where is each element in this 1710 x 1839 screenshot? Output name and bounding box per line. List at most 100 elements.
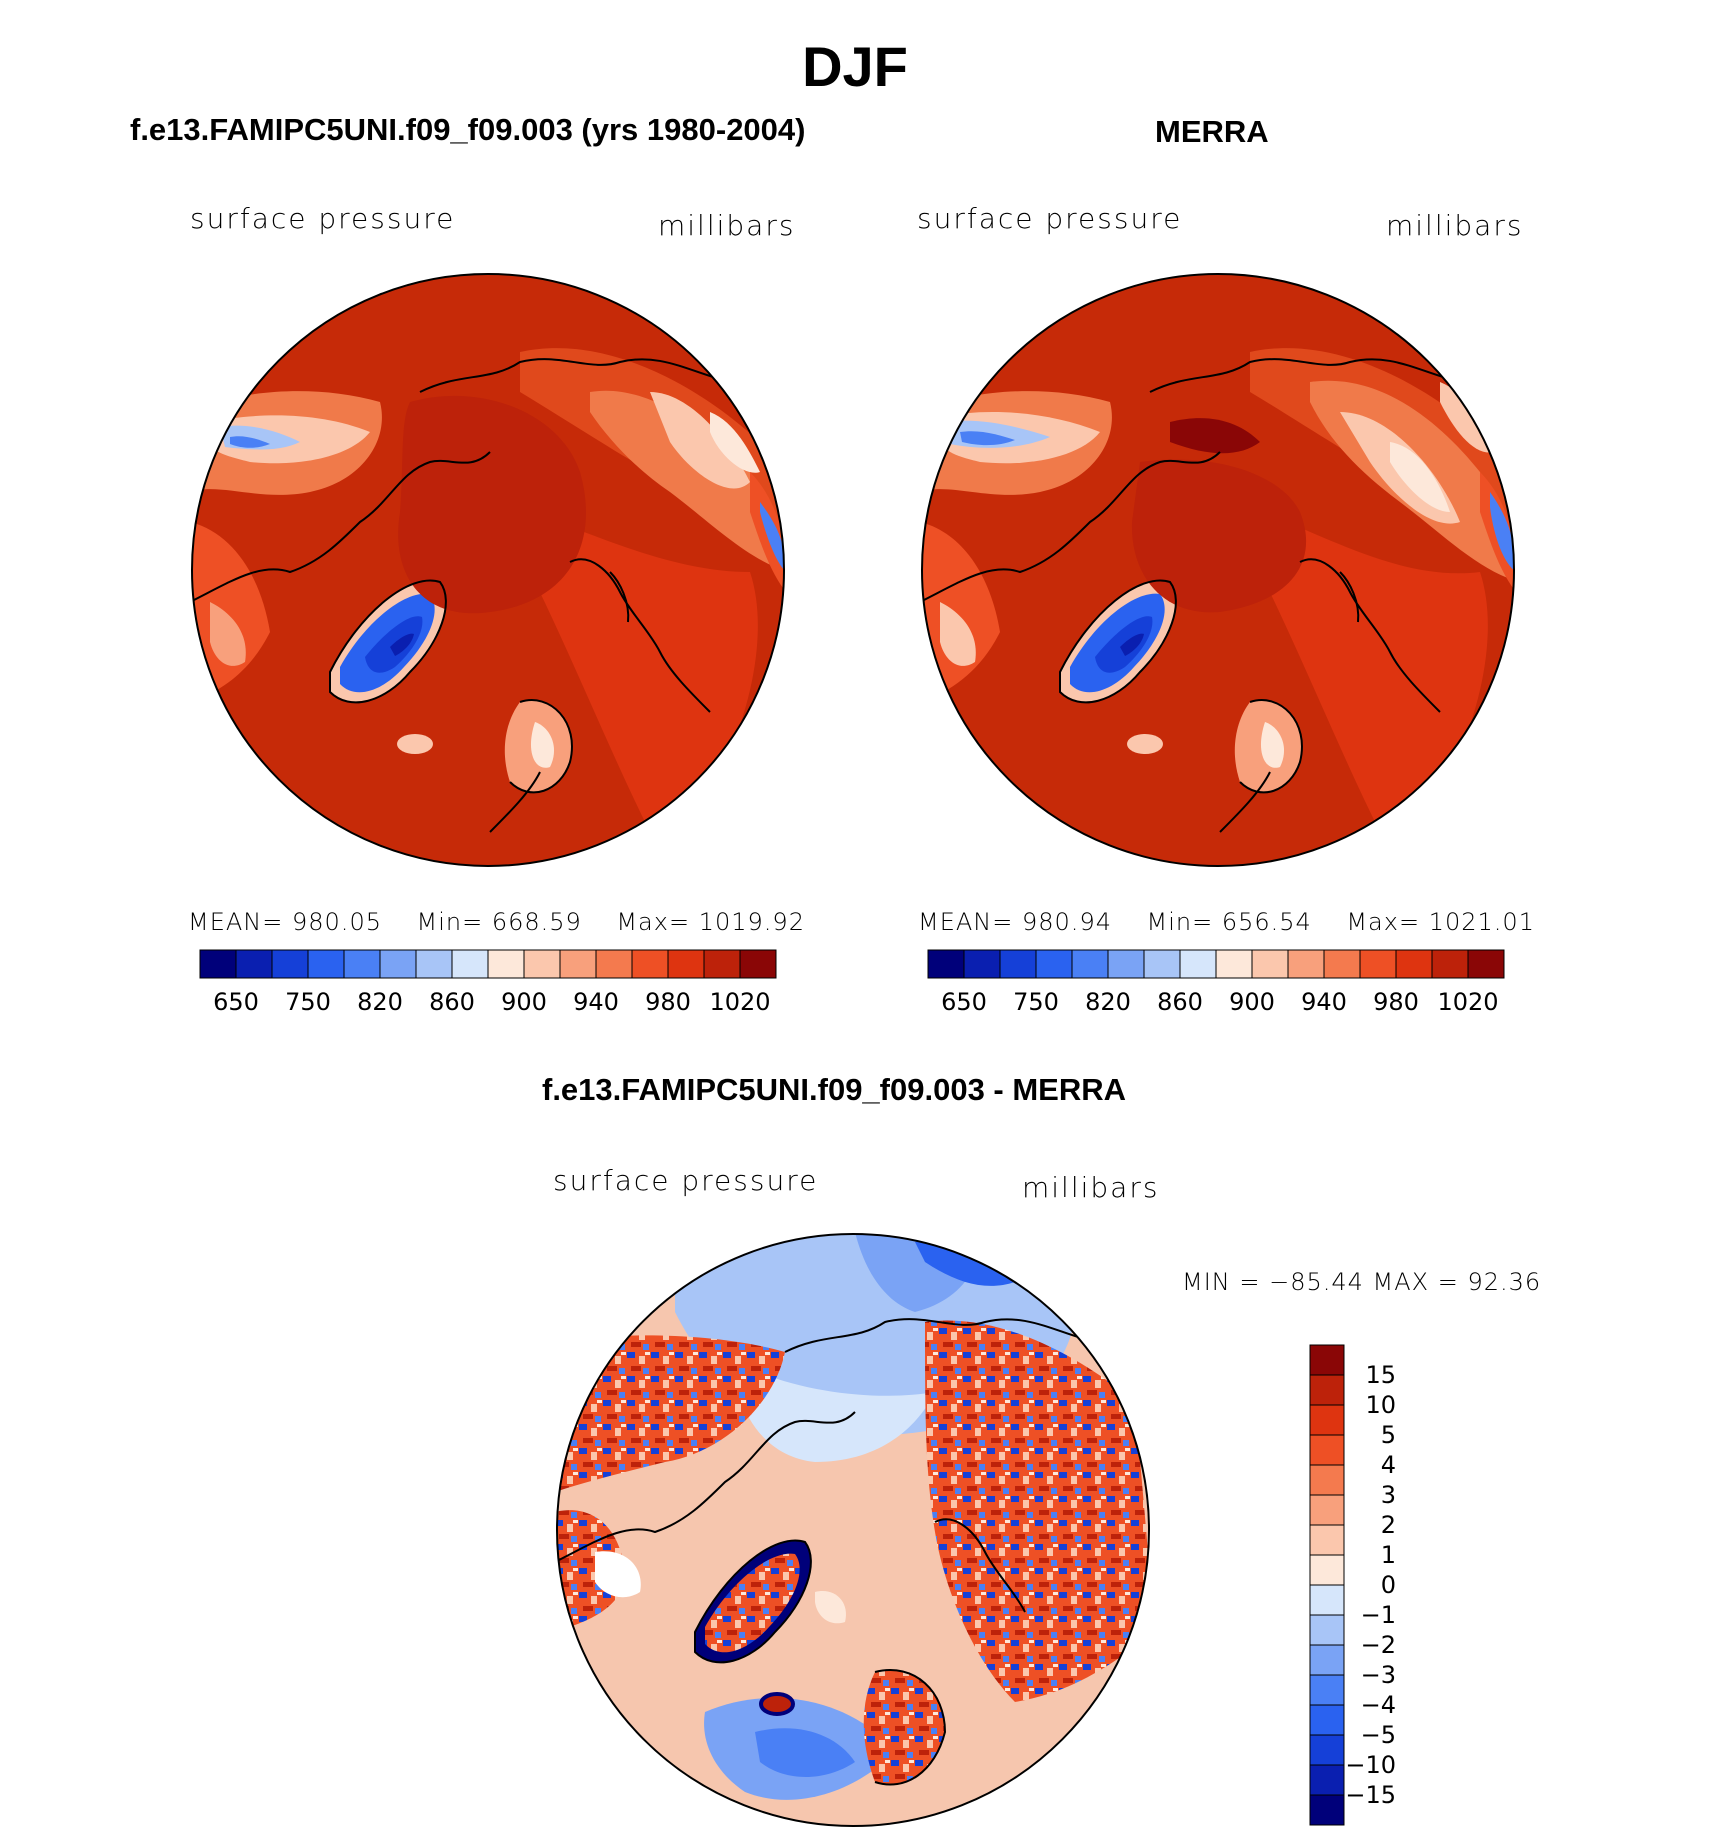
panel-1-colorbar-swatch: [451, 949, 489, 979]
panel-1-colorbar-swatch: [379, 949, 417, 979]
panel-2-colorbar-swatch: [1431, 949, 1469, 979]
diff-colorbar-tick-label: −3: [1361, 1661, 1396, 1689]
panel-1-min-label: Min=: [416, 908, 484, 936]
diff-colorbar-tick-label: 3: [1381, 1481, 1396, 1509]
panel-1-mean-label: MEAN=: [188, 908, 284, 936]
panel-1-colorbar-swatch: [739, 949, 777, 979]
panel-2-colorbar-tick-label: 1020: [1437, 988, 1498, 1016]
diff-colorbar-tick-label: 5: [1381, 1421, 1396, 1449]
panel-1-colorbar-tick-label: 940: [573, 988, 619, 1016]
panel-2-colorbar-swatch: [1143, 949, 1181, 979]
panel-2-variable-label: surface pressure: [917, 202, 1183, 235]
diff-colorbar-tick-label: 1: [1381, 1541, 1396, 1569]
diff-colorbar-tick-label: −15: [1345, 1781, 1396, 1809]
diff-colorbar-swatch: [1309, 1374, 1345, 1406]
panel-1-colorbar-swatch: [307, 949, 345, 979]
panel-1-colorbar-tick-label: 1020: [709, 988, 770, 1016]
panel-2-stats: MEAN= 980.94 Min= 656.54 Max= 1021.01: [918, 908, 1535, 936]
panel-2-colorbar-swatch: [999, 949, 1037, 979]
panel-1-colorbar-swatch: [415, 949, 453, 979]
panel-2-colorbar-swatch: [1035, 949, 1073, 979]
panel-1-mean-value: 980.05: [292, 908, 382, 936]
panel-1-colorbar-tick-label: 650: [213, 988, 259, 1016]
panel-1-colorbar-swatch: [235, 949, 273, 979]
panel-2-colorbar-swatch: [1359, 949, 1397, 979]
diff-colorbar-swatch: [1309, 1524, 1345, 1556]
diff-panel-units-label: millibars: [1022, 1171, 1160, 1204]
diff-panel-polar-map: [556, 1233, 1150, 1827]
panel-1-colorbar-swatch: [595, 949, 633, 979]
panel-2-mean-value: 980.94: [1022, 908, 1112, 936]
panel-2-units-label: millibars: [1386, 209, 1524, 242]
panel-1-colorbar-swatch: [343, 949, 381, 979]
panel-2-colorbar: 650 750 820 860 900 940 980 1020: [927, 949, 1505, 1016]
panel-1-variable-label: surface pressure: [190, 202, 456, 235]
panel-2-max-value: 1021.01: [1428, 908, 1535, 936]
panel-1-stats: MEAN= 980.05 Min= 668.59 Max= 1019.92: [188, 908, 805, 936]
diff-colorbar-swatch: [1309, 1344, 1345, 1376]
panel-2-colorbar-swatch: [1287, 949, 1325, 979]
panel-1-colorbar-swatch: [487, 949, 525, 979]
panel-1-colorbar-tick-label: 980: [645, 988, 691, 1016]
diff-colorbar-tick-label: 0: [1381, 1571, 1396, 1599]
diff-colorbar-swatch: [1309, 1764, 1345, 1796]
diff-colorbar-tick-label: 10: [1365, 1391, 1396, 1419]
panel-2-colorbar-tick-label: 860: [1157, 988, 1203, 1016]
diff-colorbar-tick-label: 15: [1365, 1361, 1396, 1389]
diff-panel-variable-label: surface pressure: [553, 1164, 819, 1197]
panel-2-min-value: 656.54: [1221, 908, 1312, 936]
panel-2-max-label: Max=: [1346, 908, 1421, 936]
diff-colorbar-swatch: [1309, 1404, 1345, 1436]
panel-1-max-value: 1019.92: [698, 908, 805, 936]
diff-panel-title: f.e13.FAMIPC5UNI.f09_f09.003 - MERRA: [542, 1072, 1127, 1107]
panel-1-min-value: 668.59: [491, 908, 582, 936]
panel-2-colorbar-tick-label: 900: [1229, 988, 1275, 1016]
diff-colorbar-tick-label: 2: [1381, 1511, 1396, 1539]
panel-2-mean-label: MEAN=: [918, 908, 1014, 936]
diff-colorbar-tick-label: −10: [1345, 1751, 1396, 1779]
panel-1-colorbar-tick-label: 860: [429, 988, 475, 1016]
panel-2-title: MERRA: [1155, 114, 1269, 149]
panel-2-colorbar-tick-label: 820: [1085, 988, 1131, 1016]
diff-colorbar-tick-label: −5: [1361, 1721, 1396, 1749]
panel-1-colorbar-tick-label: 750: [285, 988, 331, 1016]
panel-2-colorbar-tick-label: 940: [1301, 988, 1347, 1016]
panel-2-min-label: Min=: [1146, 908, 1214, 936]
panel-1-colorbar-swatch: [559, 949, 597, 979]
panel-2-colorbar-swatch: [1071, 949, 1109, 979]
panel-1-colorbar-tick-label: 820: [357, 988, 403, 1016]
panel-2-colorbar-swatch: [1179, 949, 1217, 979]
diff-colorbar-tick-label: 4: [1381, 1451, 1396, 1479]
panel-2-colorbar-swatch: [1251, 949, 1289, 979]
panel-1-colorbar-tick-label: 900: [501, 988, 547, 1016]
diff-colorbar-tick-label: −1: [1361, 1601, 1396, 1629]
diff-colorbar-swatch: [1309, 1794, 1345, 1826]
diff-colorbar-swatch: [1309, 1734, 1345, 1766]
panel-2-colorbar-tick-label: 650: [941, 988, 987, 1016]
panel-2-colorbar-swatch: [1107, 949, 1145, 979]
panel-2-polar-map: [921, 273, 1515, 867]
panel-2-colorbar-swatch: [1215, 949, 1253, 979]
diff-panel-minmax: MIN = −85.44 MAX = 92.36: [1182, 1268, 1542, 1296]
figure-title: DJF: [802, 35, 908, 98]
diff-colorbar-swatch: [1309, 1494, 1345, 1526]
panel-2-colorbar-tick-label: 980: [1373, 988, 1419, 1016]
panel-1-max-label: Max=: [616, 908, 691, 936]
panel-2-colorbar-swatch: [927, 949, 965, 979]
panel-2-colorbar-swatch: [1395, 949, 1433, 979]
panel-1-colorbar-swatch: [523, 949, 561, 979]
panel-1-colorbar-swatch: [703, 949, 741, 979]
panel-2-colorbar-swatch: [963, 949, 1001, 979]
panel-1-colorbar: 650 750 820 860 900 940 980 1020: [199, 949, 777, 1016]
diff-colorbar-swatch: [1309, 1434, 1345, 1466]
panel-2-colorbar-tick-label: 750: [1013, 988, 1059, 1016]
diff-colorbar-swatch: [1309, 1584, 1345, 1616]
panel-2-colorbar-swatch: [1323, 949, 1361, 979]
panel-2-colorbar-swatch: [1467, 949, 1505, 979]
panel-1-title: f.e13.FAMIPC5UNI.f09_f09.003 (yrs 1980-2…: [130, 112, 806, 147]
diff-colorbar-tick-label: −2: [1361, 1631, 1396, 1659]
panel-1-polar-map: [191, 273, 785, 867]
diff-colorbar-swatch: [1309, 1644, 1345, 1676]
panel-1-colorbar-swatch: [271, 949, 309, 979]
